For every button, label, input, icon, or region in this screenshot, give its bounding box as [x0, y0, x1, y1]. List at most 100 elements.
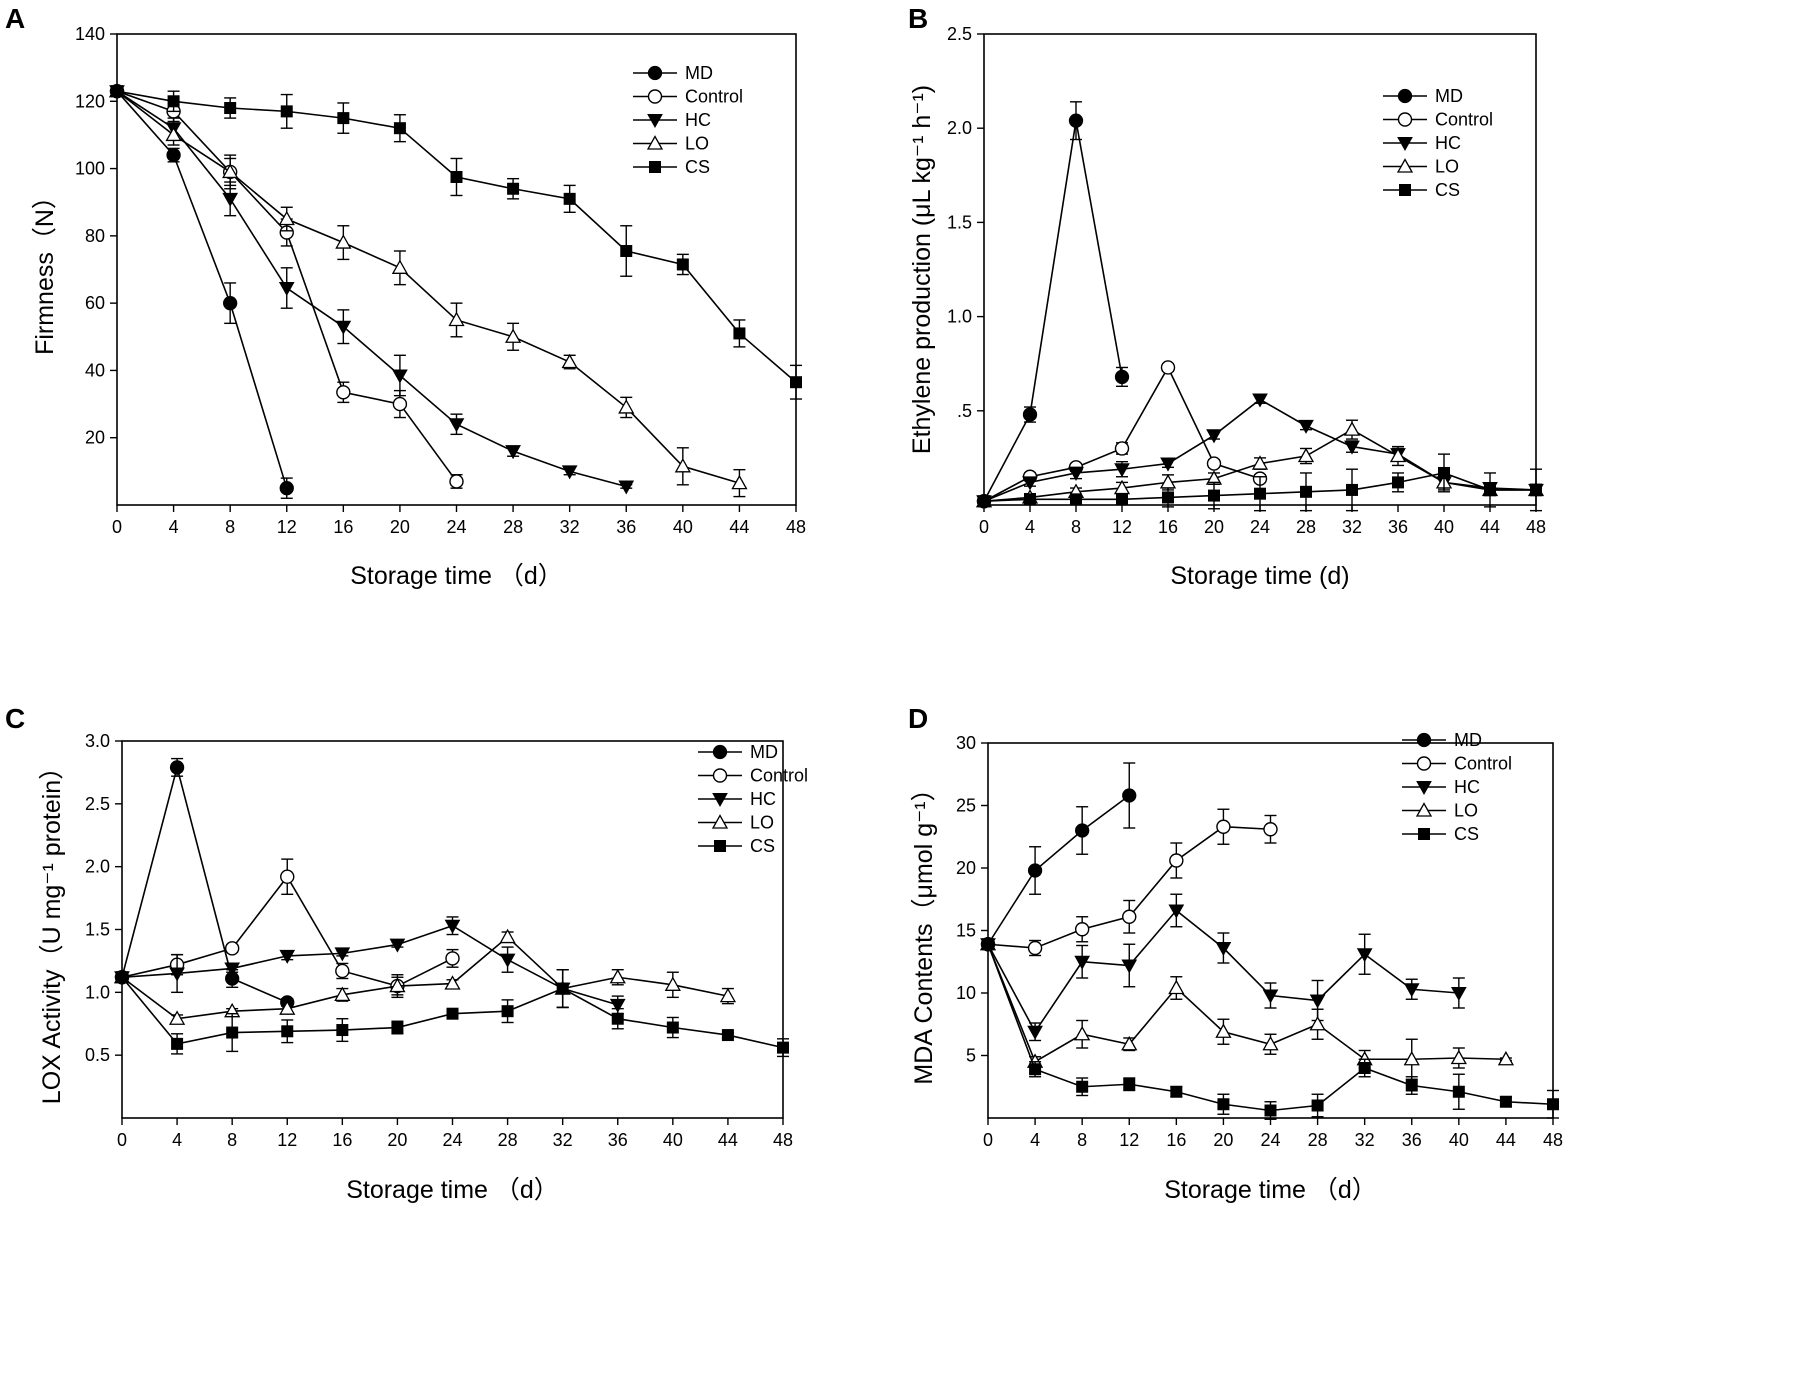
- point-cs-c: [501, 1005, 514, 1018]
- legend-marker-hc-a: [647, 114, 663, 129]
- y-tick-label-a: 60: [85, 293, 105, 313]
- point-cs-d: [1264, 1104, 1277, 1117]
- point-cs-c: [171, 1037, 184, 1050]
- chart-c-svg: C0 4 8 12 16 20 24 28 32 36 40 44 480.51.01.52.02.53…: [5, 703, 808, 1204]
- point-lo-c: [499, 928, 516, 944]
- point-cs-b: [978, 495, 990, 508]
- chart-b-svg: B0 4 8 12 16 20 24 28 32 36 40 44 48.51.01.52.02.5St…: [908, 3, 1546, 590]
- point-cs-b: [1300, 485, 1312, 498]
- point-control-b: [1160, 360, 1176, 375]
- y-tick-label-a: 20: [85, 428, 105, 448]
- legend-marker-lo-d: [1415, 802, 1433, 817]
- point-lo-a: [278, 210, 295, 226]
- legend-label-cs-a: CS: [685, 157, 710, 177]
- point-md-a: [166, 147, 181, 163]
- point-hc-a: [505, 445, 521, 460]
- point-control-a: [449, 474, 464, 489]
- point-md-a: [279, 481, 294, 496]
- point-cs-c: [116, 971, 128, 984]
- point-cs-c: [226, 1026, 239, 1039]
- legend-label-hc-c: HC: [750, 789, 776, 809]
- legend-marker-control-a: [647, 89, 663, 104]
- point-hc-d: [1121, 959, 1138, 974]
- point-cs-b: [1392, 476, 1404, 489]
- x-tick-label-c: 8: [227, 1130, 237, 1150]
- legend-marker-lo-a: [646, 135, 664, 150]
- series-line-hc-a: [116, 90, 627, 488]
- x-axis-title-c: Storage time （d）: [346, 1176, 559, 1204]
- series-line-hc-d: [987, 909, 1459, 1034]
- x-axis-title-d: Storage time （d）: [1164, 1176, 1377, 1204]
- x-tick-label-d: 24: [1260, 1130, 1280, 1150]
- point-lo-c: [389, 977, 406, 993]
- legend-label-control-d: Control: [1454, 754, 1512, 774]
- series-cs-b: [978, 453, 1542, 512]
- x-tick-label-b: 24: [1250, 517, 1270, 537]
- point-lo-d: [1403, 1050, 1420, 1066]
- legend-d: MD Control HC LO CS: [1402, 730, 1512, 844]
- point-control-d: [1263, 822, 1278, 837]
- point-hc-d: [1356, 948, 1373, 963]
- legend-label-lo-a: LO: [685, 134, 709, 154]
- point-cs-d: [1170, 1085, 1183, 1098]
- point-cs-a: [393, 122, 406, 135]
- point-hc-c: [389, 938, 406, 953]
- x-axis-title-a: Storage time （d）: [350, 562, 563, 590]
- x-tick-label-b: 20: [1204, 517, 1224, 537]
- point-cs-c: [446, 1007, 459, 1020]
- point-cs-a: [620, 244, 633, 257]
- point-lo-c: [334, 986, 351, 1001]
- y-tick-label-d: 5: [966, 1046, 976, 1066]
- point-lo-d: [1074, 1025, 1091, 1041]
- point-hc-b: [1206, 429, 1222, 444]
- x-tick-label-c: 0: [117, 1130, 127, 1150]
- legend-label-hc-b: HC: [1435, 133, 1461, 153]
- point-hc-c: [224, 962, 241, 977]
- point-cs-b: [1024, 493, 1036, 506]
- y-tick-label-a: 80: [85, 226, 105, 246]
- x-tick-label-b: 36: [1388, 517, 1408, 537]
- legend-marker-lo-b: [1396, 158, 1414, 173]
- x-tick-label-d: 36: [1402, 1130, 1422, 1150]
- point-md-b: [1068, 113, 1084, 128]
- x-tick-label-a: 16: [333, 517, 353, 537]
- point-lo-a: [448, 311, 465, 327]
- series-md-a: [109, 84, 294, 499]
- panel-label-d: D: [908, 703, 928, 734]
- point-lo-d: [1168, 979, 1185, 995]
- point-hc-d: [1168, 904, 1185, 919]
- point-hc-a: [561, 465, 578, 480]
- point-hc-b: [1114, 463, 1130, 478]
- point-control-d: [1074, 922, 1090, 937]
- series-md-b: [976, 101, 1130, 509]
- point-cs-a: [224, 102, 237, 115]
- series-line-md-c: [121, 764, 288, 1004]
- point-lo-b: [1343, 421, 1361, 436]
- point-control-d: [1027, 940, 1043, 956]
- series-hc-a: [109, 85, 635, 495]
- series-cs-c: [116, 969, 789, 1058]
- legend-marker-control-d: [1416, 756, 1432, 771]
- x-tick-label-a: 4: [169, 517, 179, 537]
- point-hc-d: [1074, 955, 1091, 970]
- point-cs-c: [777, 1041, 789, 1054]
- point-control-c: [335, 963, 350, 979]
- point-control-b: [1206, 456, 1222, 471]
- point-md-d: [1075, 823, 1090, 838]
- series-line-lo-c: [121, 935, 729, 1020]
- point-cs-d: [1547, 1098, 1559, 1111]
- legend-label-hc-a: HC: [685, 110, 711, 130]
- point-lo-c: [168, 1010, 186, 1025]
- y-tick-label-c: 2.0: [85, 857, 110, 877]
- point-control-c: [280, 869, 295, 884]
- legend-marker-cs-d: [1418, 828, 1430, 840]
- x-tick-label-d: 0: [983, 1130, 993, 1150]
- panel-label-c: C: [5, 703, 25, 734]
- series-line-lo-d: [987, 943, 1506, 1063]
- point-cs-a: [337, 112, 350, 125]
- point-control-d: [1216, 819, 1231, 834]
- point-lo-b: [1297, 447, 1315, 463]
- series-line-md-a: [116, 90, 288, 489]
- point-cs-b: [1070, 493, 1082, 506]
- point-cs-b: [1346, 483, 1358, 496]
